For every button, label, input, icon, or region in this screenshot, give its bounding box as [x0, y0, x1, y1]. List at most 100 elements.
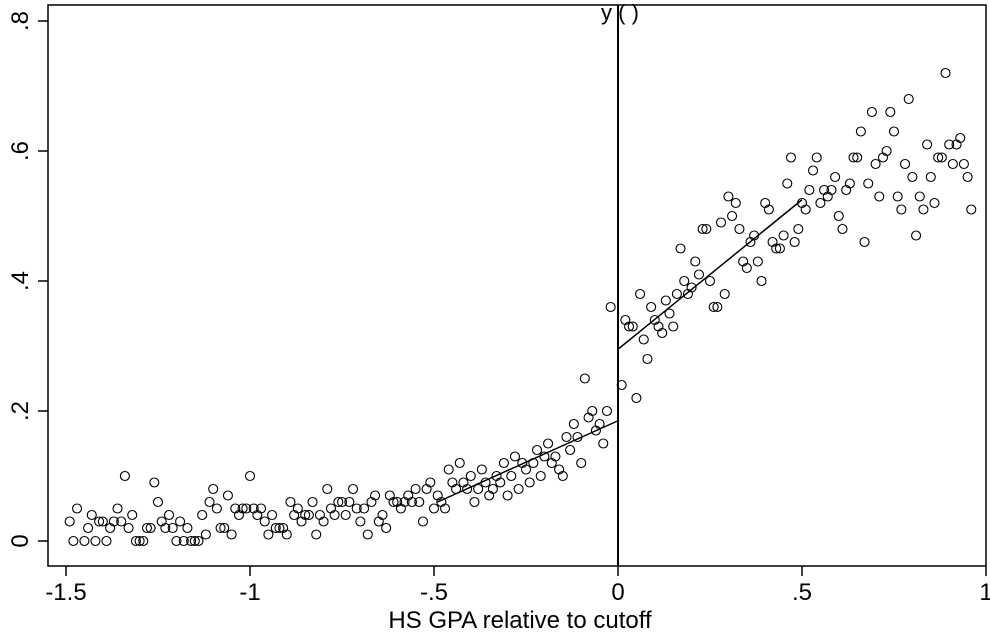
data-point [701, 223, 712, 235]
data-point [793, 223, 804, 235]
y-tick-label: .2 [7, 401, 34, 421]
data-point [465, 470, 476, 482]
data-point [222, 490, 233, 501]
data-point [509, 451, 521, 462]
data-point [635, 288, 646, 300]
data-point [675, 243, 686, 254]
data-point [660, 295, 671, 306]
data-point [182, 522, 193, 534]
data-point [933, 152, 944, 163]
data-point [693, 269, 705, 280]
data-point [200, 529, 211, 540]
data-point [903, 93, 914, 105]
data-point [502, 490, 513, 501]
data-point [627, 321, 638, 332]
data-point [907, 171, 918, 183]
data-point [149, 477, 160, 488]
data-point [138, 535, 149, 547]
data-point [830, 171, 841, 183]
data-point [90, 535, 101, 547]
data-point [300, 509, 311, 521]
y-tick-label: .4 [7, 271, 34, 291]
data-point [274, 522, 285, 534]
data-point [966, 204, 977, 215]
data-point [568, 418, 579, 430]
data-point [119, 470, 130, 482]
data-point [439, 503, 451, 514]
data-point [123, 522, 134, 534]
data-point [616, 379, 627, 391]
data-point [690, 256, 701, 267]
data-point [311, 529, 322, 540]
data-point [186, 535, 197, 547]
data-point [167, 522, 178, 534]
data-point [428, 503, 440, 514]
data-point [281, 529, 292, 540]
data-point [163, 509, 175, 521]
data-point [263, 529, 274, 540]
data-point [71, 503, 83, 514]
data-point [524, 477, 535, 488]
data-point [94, 516, 105, 527]
data-point [303, 509, 314, 521]
data-point [68, 535, 79, 547]
data-point [86, 509, 97, 521]
data-point [237, 503, 248, 514]
data-point [506, 470, 517, 482]
data-point [844, 178, 855, 189]
data-point [83, 522, 94, 534]
data-point [918, 204, 929, 215]
data-point [852, 152, 863, 163]
data-point [870, 158, 881, 170]
data-point [756, 275, 767, 287]
data-point [204, 496, 215, 508]
data-point [127, 509, 138, 521]
data-point [241, 503, 252, 514]
data-point [469, 496, 480, 508]
data-point [97, 516, 108, 527]
data-point [940, 67, 951, 79]
data-point [189, 535, 200, 547]
data-point [782, 178, 793, 189]
y-tick-label: .8 [7, 11, 34, 31]
data-point [215, 522, 226, 534]
data-point [686, 282, 697, 293]
data-point [362, 529, 373, 540]
data-point [535, 470, 546, 482]
data-point [336, 496, 348, 508]
data-point [388, 496, 399, 508]
data-point [911, 230, 922, 241]
data-point [576, 457, 587, 469]
data-point [587, 405, 598, 417]
data-point [955, 132, 966, 144]
data-point [101, 535, 112, 547]
data-point [318, 516, 329, 527]
data-point [947, 158, 958, 170]
data-point [892, 191, 903, 202]
data-point [723, 191, 734, 202]
data-point [730, 197, 741, 209]
data-point [833, 210, 844, 222]
data-point [171, 535, 182, 547]
data-point [579, 373, 590, 384]
data-point [329, 509, 340, 521]
data-point [804, 184, 815, 196]
data-point [152, 496, 164, 508]
data-point [476, 464, 487, 475]
data-point [704, 275, 716, 287]
data-point [443, 464, 454, 475]
data-point [719, 288, 730, 300]
data-point [259, 516, 270, 527]
data-point [881, 145, 892, 157]
data-point [638, 334, 649, 345]
data-point [267, 509, 278, 521]
data-point [958, 158, 969, 170]
data-point [340, 509, 351, 521]
data-point [848, 152, 859, 163]
data-point [175, 516, 186, 527]
data-point [715, 217, 727, 228]
x-tick-label: .5 [792, 579, 812, 606]
data-point [406, 496, 417, 508]
data-point [333, 496, 344, 508]
